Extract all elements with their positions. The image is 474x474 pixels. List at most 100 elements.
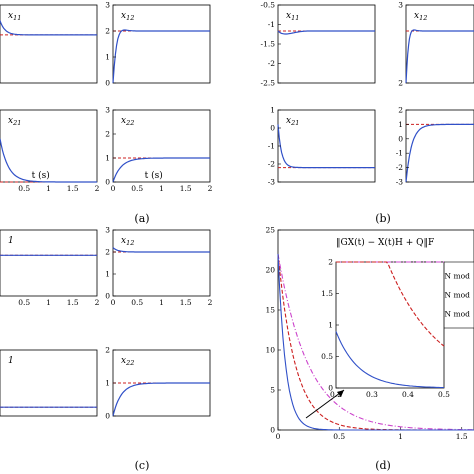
y-tick-label: 0 — [398, 134, 403, 143]
inset-series-line — [335, 331, 444, 389]
zoom-arrow — [305, 389, 345, 419]
x-tick-label: 0.2 — [330, 390, 342, 399]
y-tick-label: -2 — [268, 59, 276, 68]
y-tick-label: 2 — [105, 130, 110, 139]
variable-label: x12 — [121, 11, 134, 22]
x-tick-label: 1 — [159, 298, 164, 307]
y-tick-label: 0 — [105, 79, 110, 88]
y-tick-label: 1 — [328, 321, 333, 330]
subplot: 1 0 -1 -2 -3 x21 — [268, 106, 376, 187]
x-tick-label: 0.4 — [402, 390, 414, 399]
y-tick-label: -3 — [268, 178, 276, 187]
y-tick-label: 0 — [270, 124, 275, 133]
zoom-arrowhead — [337, 390, 344, 397]
series-line — [277, 253, 474, 431]
subplot: 2 1 0 x22 — [105, 346, 211, 421]
trajectory-line — [277, 30, 375, 35]
trajectory-line — [112, 29, 210, 84]
x-tick-label: 1 — [159, 184, 164, 193]
trajectory-line — [405, 123, 474, 183]
subplot-frame — [0, 349, 98, 417]
y-tick-label: 5 — [270, 386, 275, 395]
caption-d: (d) — [375, 459, 391, 472]
subplot-frame — [0, 4, 98, 84]
x-tick-label: 1.5 — [456, 432, 468, 441]
y-tick-label: 0 — [270, 426, 275, 435]
y-tick-label: 20 — [265, 266, 275, 275]
variable-label: x21 — [8, 116, 21, 127]
x-tick-label: 0.5 — [18, 298, 30, 307]
trajectory-line — [112, 157, 210, 183]
y-tick-label: -2 — [268, 160, 276, 169]
chart-title: ‖GX(t) − X(t)H + Q‖F — [336, 237, 434, 248]
trajectory-line — [405, 29, 474, 84]
y-tick-label: -2 — [396, 163, 404, 172]
y-tick-label: -3 — [396, 178, 404, 187]
y-tick-label: 3 — [398, 1, 403, 10]
subplot: 3 2 1 00 0.5 1 1.5 2 x12 — [105, 226, 212, 308]
trajectory-line — [112, 382, 210, 417]
series-line — [277, 253, 474, 431]
x-tick-label: 1.5 — [67, 184, 79, 193]
x-tick-label: 1.5 — [67, 298, 79, 307]
y-tick-label: -1.5 — [261, 40, 276, 49]
y-tick-label: 2 — [328, 258, 333, 267]
subplot: x11 — [0, 4, 98, 84]
y-tick-label: 1 — [105, 379, 110, 388]
y-tick-label: 2 — [398, 106, 403, 115]
inset: 2 1.5 1 0.5 00.2 0.3 0.4 0.5 — [321, 258, 450, 400]
x-tick-label: 1 — [398, 432, 403, 441]
subplot: -0.5 -1 -1.5 -2 -2.5 x11 — [261, 1, 376, 88]
y-tick-label: 0 — [105, 178, 110, 187]
trajectory-line — [0, 138, 97, 183]
y-tick-label: 15 — [265, 306, 275, 315]
x-axis-label: t (s) — [32, 170, 50, 181]
subplot-frame — [0, 229, 98, 297]
x-tick-label: 0 — [276, 432, 281, 441]
x-tick-label: 1.5 — [180, 298, 192, 307]
y-tick-label: -1 — [268, 20, 275, 29]
trajectory-line — [0, 20, 97, 36]
x-tick-label: 2 — [95, 184, 100, 193]
subplot: 1 — [0, 349, 98, 417]
subplot-frame — [112, 109, 211, 183]
x-tick-label: 0.5 — [18, 184, 30, 193]
variable-label: x11 — [286, 11, 299, 22]
y-tick-label: 2 — [105, 346, 110, 355]
variable-label: x12 — [414, 11, 427, 22]
x-tick-label: 0.3 — [366, 390, 378, 399]
caption-a: (a) — [134, 212, 149, 225]
y-tick-label: 0.5 — [321, 352, 333, 361]
x-axis-label: t (s) — [145, 170, 163, 181]
y-tick-label: 3 — [105, 226, 110, 235]
variable-label: 1 — [8, 356, 14, 366]
caption-b: (b) — [375, 212, 391, 225]
trajectory-line — [277, 124, 375, 169]
panel-b: -0.5 -1 -1.5 -2 -2.5 x11 3 2 x12 1 0 -1 -2 -3 x21 2 1 0 -1… — [261, 1, 474, 187]
subplot-frame — [112, 229, 211, 297]
x-tick-label: 0.5 — [438, 390, 450, 399]
subplot: 3 2 x12 — [398, 1, 474, 88]
x-tick-label: 1.5 — [180, 184, 192, 193]
x-tick-label: 2 — [208, 184, 213, 193]
variable-label: x11 — [8, 11, 21, 22]
y-tick-label: 3 — [105, 1, 110, 10]
variable-label: x22 — [121, 356, 134, 367]
variable-label: 1 — [8, 236, 14, 246]
y-tick-label: 3 — [105, 106, 110, 115]
inset-series-line — [336, 261, 445, 347]
variable-label: x21 — [286, 116, 299, 127]
y-tick-label: 0 — [328, 384, 333, 393]
series-line — [277, 253, 474, 431]
subplot-frame — [112, 4, 211, 84]
subplot-frame — [405, 109, 474, 183]
x-tick-label: 0.5 — [333, 432, 345, 441]
x-tick-label: 0.5 — [131, 184, 143, 193]
x-tick-label: 1 — [46, 298, 51, 307]
x-tick-label: 1 — [46, 184, 51, 193]
